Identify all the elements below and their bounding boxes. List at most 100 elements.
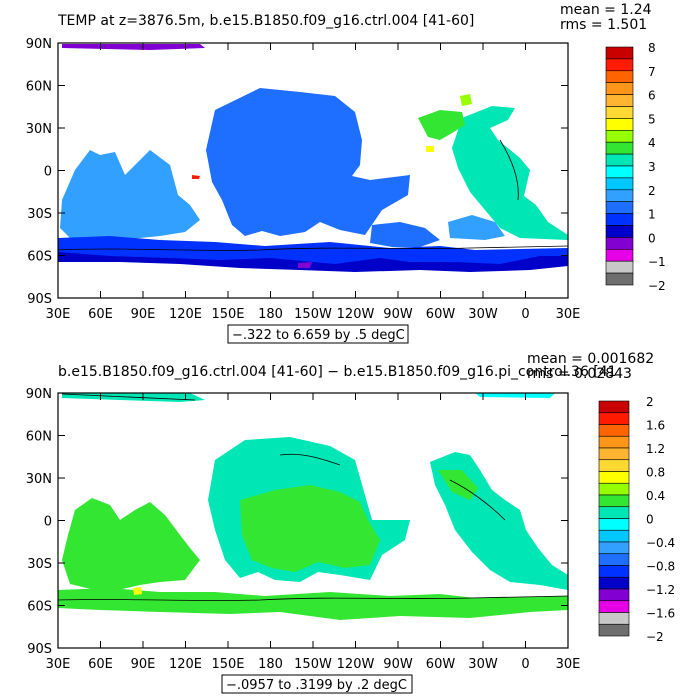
colorbar-label: 1 (648, 208, 656, 222)
colorbar-swatch (598, 459, 630, 472)
colorbar-label: 4 (648, 136, 656, 150)
y-tick-label: 30N (26, 122, 52, 137)
colorbar-swatch (598, 435, 630, 449)
panel-1-colorbar: 8 7 6 5 4 3 2 1 0 −1 −2 (605, 41, 666, 293)
colorbar-swatch (605, 130, 634, 143)
panel-2-x-ticks: 30E 60E 90E 120E 150E 180 150W 120W 90W 60W 30W 0 30… (46, 393, 581, 672)
colorbar-swatch (605, 118, 634, 131)
colorbar-label: 2 (648, 184, 656, 198)
colorbar-swatch (598, 529, 630, 543)
x-tick-label: 60W (426, 657, 456, 672)
x-tick-label: 120W (337, 307, 375, 322)
colorbar-swatch (598, 518, 630, 531)
colorbar-label: −0.4 (646, 536, 675, 550)
p1-contour-2 (499, 139, 519, 201)
colorbar-swatch (598, 600, 630, 613)
x-tick-label: 30E (46, 657, 71, 672)
colorbar-label: 0.8 (646, 466, 665, 480)
p2-atlantic-green (438, 470, 478, 500)
x-tick-label: 150E (211, 657, 244, 672)
x-tick-label: 90E (131, 657, 156, 672)
colorbar-label: 3 (648, 160, 656, 174)
colorbar-swatch (605, 225, 634, 238)
y-tick-label: 60S (27, 250, 52, 265)
colorbar-label: −2 (648, 279, 666, 293)
p2-southern-ocean (58, 588, 568, 620)
colorbar-label: −0.8 (646, 560, 675, 574)
colorbar-label: 7 (648, 65, 656, 79)
y-tick-label: 0 (44, 515, 52, 530)
p2-arctic-right (475, 393, 555, 398)
x-tick-label: 180 (258, 657, 283, 672)
panel-1-title: TEMP at z=3876.5m, b.e15.B1850.f09_g16.c… (57, 13, 474, 29)
p1-small-green (460, 94, 472, 106)
y-tick-label: 60N (26, 80, 52, 95)
colorbar-swatch (605, 82, 634, 95)
colorbar-swatch (598, 412, 630, 425)
colorbar-label: −1 (648, 255, 666, 269)
colorbar-swatch (598, 553, 630, 566)
panel-2-rms: rms = 0.02843 (527, 366, 632, 382)
p1-indian-ocean (60, 150, 200, 242)
colorbar-swatch (605, 201, 634, 214)
colorbar-swatch (598, 588, 630, 602)
colorbar-label: 0 (646, 513, 654, 527)
colorbar-swatch (605, 165, 634, 179)
panel-2-range-box (221, 674, 413, 694)
x-tick-label: 150W (294, 307, 332, 322)
x-tick-label: 180 (258, 307, 283, 322)
colorbar-label: 5 (648, 112, 656, 126)
y-tick-label: 30S (27, 207, 52, 222)
colorbar-swatch (598, 471, 630, 484)
colorbar-swatch (598, 565, 630, 578)
x-tick-label: 0 (521, 307, 529, 322)
colorbar-label: 0.4 (646, 489, 665, 503)
colorbar-swatch (598, 494, 630, 508)
y-tick-label: 30N (26, 472, 52, 487)
colorbar-swatch (598, 482, 630, 496)
colorbar-swatch (605, 153, 634, 167)
x-tick-label: 150W (294, 657, 332, 672)
panel-1-rms: rms = 1.501 (560, 17, 647, 33)
y-tick-label: 60S (27, 600, 52, 615)
colorbar-label: 8 (648, 41, 656, 55)
panel-1-mean: mean = 1.24 (560, 2, 652, 18)
colorbar-label: 1.2 (646, 442, 665, 456)
colorbar-swatch (605, 260, 634, 274)
y-tick-label: 90S (27, 292, 52, 307)
colorbar-swatch (598, 623, 630, 637)
p1-antarctic-deep (58, 252, 568, 272)
x-tick-label: 120E (169, 307, 202, 322)
colorbar-label: −2 (646, 630, 664, 644)
x-tick-label: 30W (468, 657, 498, 672)
panel-2: b.e15.B1850.f09_g16.ctrl.004 [41-60] − b… (26, 351, 675, 694)
panel-1-range-box (227, 324, 409, 344)
x-tick-label: 30W (468, 307, 498, 322)
colorbar-label: 6 (648, 89, 656, 103)
panel-2-title: b.e15.B1850.f09_g16.ctrl.004 [41-60] − b… (58, 364, 617, 380)
colorbar-swatch (605, 237, 634, 250)
y-tick-label: 0 (44, 165, 52, 180)
colorbar-swatch (605, 141, 634, 155)
y-tick-label: 30S (27, 557, 52, 572)
p1-pacific (206, 88, 410, 236)
x-tick-label: 30E (556, 657, 581, 672)
colorbar-label: −1.2 (646, 583, 675, 597)
panel-1-x-ticks: 30E 60E 90E 120E 150E 180 150W 120W 90W 60W 30W 0 30… (46, 43, 581, 322)
panel-2-field (58, 393, 568, 620)
y-tick-label: 90S (27, 642, 52, 657)
p1-south-pacific (370, 222, 440, 247)
p2-contour-4 (61, 393, 196, 401)
colorbar-swatch (605, 58, 634, 72)
p1-small-yellow (426, 146, 434, 152)
colorbar-swatch (598, 576, 630, 590)
panel-2-mean: mean = 0.001682 (527, 351, 654, 367)
x-tick-label: 30E (556, 307, 581, 322)
colorbar-swatch (605, 46, 634, 60)
colorbar-label: −1.6 (646, 607, 675, 621)
colorbar-swatch (605, 106, 634, 119)
colorbar-swatch (605, 94, 634, 107)
panel-2-y-ticks: 90N 60N 30N 0 30S 60S 90S (26, 387, 568, 657)
panel-1-range-label: −.322 to 6.659 by .5 degC (232, 328, 405, 343)
